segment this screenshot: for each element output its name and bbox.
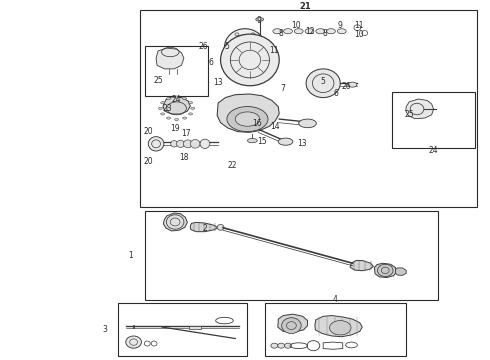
Ellipse shape (284, 29, 293, 34)
Text: 26: 26 (342, 82, 351, 91)
Polygon shape (406, 99, 434, 119)
Ellipse shape (305, 29, 314, 34)
Ellipse shape (167, 98, 171, 100)
Text: 24: 24 (172, 95, 181, 104)
Text: 5: 5 (321, 77, 326, 86)
Ellipse shape (330, 321, 351, 335)
Text: 24: 24 (428, 146, 438, 155)
Text: 1: 1 (128, 251, 133, 260)
Polygon shape (350, 260, 373, 271)
Bar (392, 92, 475, 148)
Ellipse shape (161, 102, 165, 104)
Ellipse shape (183, 98, 187, 100)
Ellipse shape (176, 140, 184, 147)
Polygon shape (395, 268, 406, 275)
Ellipse shape (220, 34, 279, 86)
Text: 21: 21 (299, 2, 311, 11)
Bar (145, 46, 208, 96)
Text: 11: 11 (354, 21, 364, 30)
Ellipse shape (377, 264, 393, 276)
Ellipse shape (337, 29, 346, 34)
Ellipse shape (189, 113, 193, 115)
Ellipse shape (217, 225, 224, 230)
Text: 2: 2 (202, 224, 207, 233)
Polygon shape (278, 314, 308, 332)
Text: 18: 18 (179, 153, 189, 162)
Ellipse shape (306, 69, 340, 98)
Ellipse shape (183, 117, 187, 119)
Text: 13: 13 (213, 78, 223, 87)
Polygon shape (156, 48, 184, 69)
Text: 23: 23 (162, 104, 171, 113)
Text: 10: 10 (291, 21, 301, 30)
Text: 6: 6 (208, 58, 213, 67)
Bar (140, 10, 477, 207)
Ellipse shape (174, 96, 178, 98)
Polygon shape (163, 213, 187, 231)
Text: 11: 11 (270, 46, 279, 55)
Text: 4: 4 (333, 295, 338, 304)
Text: 22: 22 (227, 161, 237, 170)
Ellipse shape (166, 215, 184, 229)
Text: 9: 9 (256, 16, 261, 25)
Polygon shape (163, 97, 190, 114)
Ellipse shape (227, 107, 268, 132)
Bar (118, 303, 247, 356)
Text: 9: 9 (338, 21, 343, 30)
Text: 25: 25 (404, 110, 414, 119)
Ellipse shape (299, 119, 317, 128)
Text: 26: 26 (198, 42, 208, 51)
Ellipse shape (271, 343, 278, 348)
Ellipse shape (174, 118, 178, 121)
Text: 6: 6 (333, 89, 338, 98)
Text: 20: 20 (144, 127, 153, 136)
Bar (189, 325, 201, 329)
Ellipse shape (126, 336, 142, 348)
Ellipse shape (161, 113, 165, 115)
Text: 8: 8 (279, 28, 284, 37)
Ellipse shape (273, 29, 282, 34)
Polygon shape (217, 94, 279, 132)
Ellipse shape (224, 29, 266, 66)
Text: 25: 25 (154, 76, 163, 85)
Ellipse shape (294, 29, 303, 34)
Ellipse shape (316, 29, 325, 34)
Ellipse shape (189, 102, 193, 104)
Bar (145, 211, 438, 300)
Ellipse shape (159, 107, 162, 109)
Ellipse shape (235, 112, 260, 126)
Ellipse shape (247, 139, 257, 143)
Polygon shape (190, 222, 218, 232)
Ellipse shape (148, 137, 164, 151)
Bar (265, 303, 406, 356)
Ellipse shape (282, 318, 301, 333)
Ellipse shape (285, 343, 292, 348)
Polygon shape (374, 263, 396, 278)
Ellipse shape (327, 29, 335, 34)
Text: 20: 20 (144, 157, 153, 166)
Text: 5: 5 (224, 42, 229, 51)
Ellipse shape (190, 140, 200, 148)
Text: 19: 19 (171, 123, 180, 132)
Text: 13: 13 (297, 139, 306, 148)
Text: 8: 8 (323, 28, 327, 37)
Text: 12: 12 (305, 27, 315, 36)
Text: 17: 17 (182, 129, 191, 138)
Text: 7: 7 (281, 84, 286, 93)
Ellipse shape (278, 138, 293, 145)
Ellipse shape (200, 139, 210, 148)
Ellipse shape (256, 18, 264, 21)
Ellipse shape (191, 107, 195, 109)
Text: 3: 3 (102, 325, 107, 334)
Ellipse shape (183, 140, 192, 148)
Text: 10: 10 (354, 30, 364, 39)
Text: 16: 16 (252, 119, 262, 128)
Ellipse shape (278, 343, 285, 348)
Ellipse shape (167, 117, 171, 119)
Text: 14: 14 (270, 122, 280, 131)
Polygon shape (315, 316, 362, 337)
Ellipse shape (171, 141, 177, 147)
Ellipse shape (348, 82, 357, 87)
Text: 15: 15 (257, 137, 267, 146)
